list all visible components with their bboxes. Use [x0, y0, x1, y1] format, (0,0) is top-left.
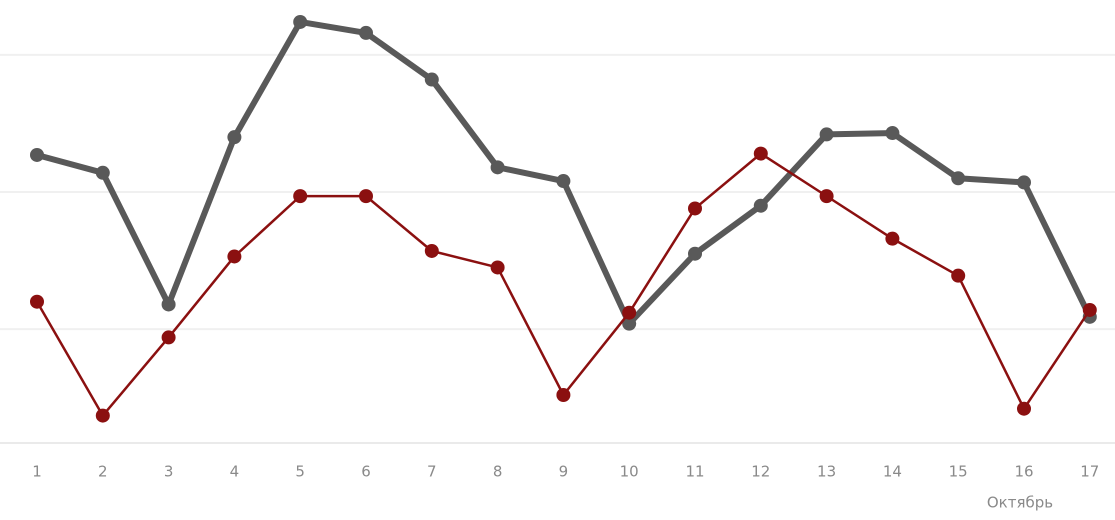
- data-point: [424, 243, 439, 258]
- data-point: [556, 387, 571, 402]
- data-point: [95, 165, 110, 180]
- data-point: [951, 171, 966, 186]
- data-point: [293, 14, 308, 29]
- data-point: [688, 246, 702, 261]
- data-point: [688, 201, 702, 216]
- x-tick-label: 9: [559, 463, 569, 481]
- x-tick-label: 11: [685, 463, 704, 481]
- data-point: [556, 174, 571, 189]
- x-tick-label: 12: [751, 463, 770, 481]
- x-tick-label: 7: [427, 463, 437, 481]
- data-point: [227, 249, 242, 264]
- x-tick-label: 8: [493, 463, 503, 481]
- data-point: [359, 25, 373, 40]
- data-point: [753, 146, 768, 161]
- x-tick-label: 14: [883, 463, 902, 481]
- x-tick-label: 3: [164, 463, 174, 481]
- data-point: [1017, 401, 1031, 416]
- data-point: [885, 231, 900, 246]
- x-tick-label: 10: [620, 463, 639, 481]
- x-tick-label: 5: [295, 463, 305, 481]
- data-point: [30, 147, 44, 162]
- data-point: [490, 160, 505, 175]
- series-line: [36, 18, 1093, 327]
- x-tick-label: 15: [949, 463, 968, 481]
- data-point: [227, 130, 242, 145]
- data-point: [30, 294, 44, 309]
- x-tick-label: 4: [230, 463, 240, 481]
- data-point: [95, 408, 110, 423]
- data-point: [359, 189, 373, 204]
- data-point: [622, 316, 637, 331]
- data-point: [424, 72, 439, 87]
- axis-group-label: Октябрь: [987, 494, 1053, 512]
- data-point: [951, 268, 966, 283]
- data-point: [819, 189, 834, 204]
- x-tick-label: 6: [361, 463, 371, 481]
- data-point: [622, 305, 637, 320]
- data-point: [490, 260, 505, 275]
- data-point: [293, 189, 308, 204]
- data-point: [885, 126, 900, 141]
- x-tick-label: 17: [1080, 463, 1099, 481]
- data-point: [1017, 175, 1031, 190]
- x-tick-label: 2: [98, 463, 108, 481]
- data-point: [161, 330, 176, 345]
- x-tick-label: 13: [817, 463, 836, 481]
- data-point: [161, 297, 176, 312]
- x-tick-label: 16: [1014, 463, 1033, 481]
- x-tick-label: 1: [32, 463, 42, 481]
- data-point: [819, 127, 834, 142]
- data-point: [1082, 302, 1097, 317]
- data-point: [753, 198, 768, 213]
